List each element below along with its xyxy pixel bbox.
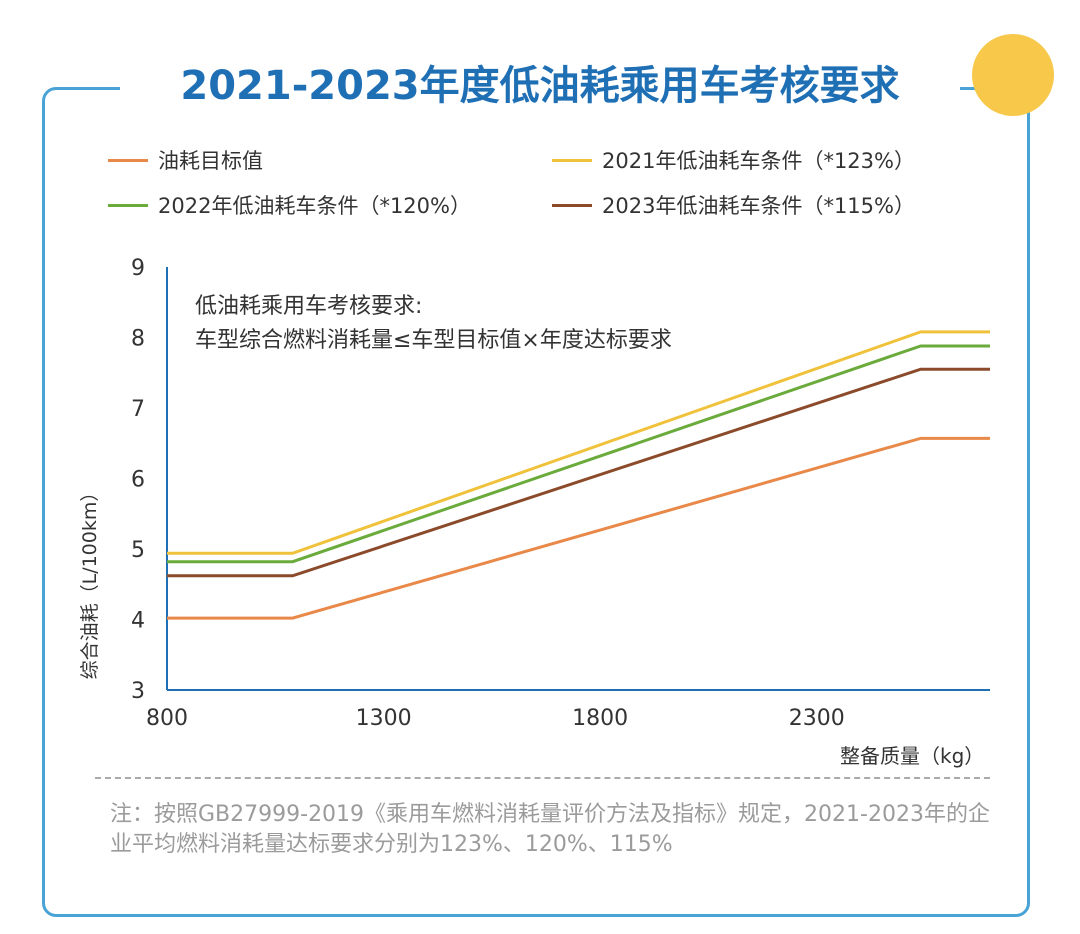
y-tick-label: 6 — [131, 468, 145, 493]
legend-swatch-target — [108, 158, 148, 162]
legend-item-2023: 2023年低油耗车条件（*115%） — [552, 190, 915, 220]
footnote: 注：按照GB27999-2019《乘用车燃料消耗量评价方法及指标》规定，2021… — [110, 802, 990, 857]
x-tick-label: 800 — [146, 706, 188, 731]
legend-swatch-2021 — [552, 158, 592, 162]
y-axis-label: 综合油耗（L/100km） — [79, 482, 101, 680]
legend-item-target: 油耗目标值 — [108, 145, 263, 175]
y-tick-label: 4 — [131, 609, 145, 634]
legend-label-2022: 2022年低油耗车条件（*120%） — [158, 194, 471, 218]
x-tick-label: 1800 — [572, 706, 628, 731]
x-tick-label: 1300 — [356, 706, 412, 731]
series-line-2 — [167, 344, 990, 564]
legend-label-2021: 2021年低油耗车条件（*123%） — [602, 149, 915, 173]
y-tick-label: 7 — [131, 397, 145, 422]
x-tick-label: 2300 — [789, 706, 845, 731]
legend-item-2021: 2021年低油耗车条件（*123%） — [552, 145, 915, 175]
series-line-3 — [167, 367, 990, 578]
annotation-line-1: 低油耗乘用车考核要求: — [195, 294, 422, 319]
legend-swatch-2023 — [552, 203, 592, 207]
annotation-line-2: 车型综合燃料消耗量≤车型目标值×年度达标要求 — [195, 328, 672, 353]
series-line-0 — [167, 436, 990, 620]
y-tick-label: 5 — [131, 538, 145, 563]
legend-swatch-2022 — [108, 203, 148, 207]
decorative-circle — [972, 34, 1054, 116]
legend-item-2022: 2022年低油耗车条件（*120%） — [108, 190, 471, 220]
series-line-1 — [167, 330, 990, 555]
divider — [95, 777, 990, 779]
y-tick-label: 8 — [131, 327, 145, 352]
chart-title: 2021-2023年度低油耗乘用车考核要求 — [120, 56, 960, 116]
x-axis-label: 整备质量（kg） — [840, 744, 985, 768]
legend-label-target: 油耗目标值 — [158, 149, 263, 173]
legend-label-2023: 2023年低油耗车条件（*115%） — [602, 194, 915, 218]
y-tick-label: 9 — [131, 256, 145, 281]
y-tick-label: 3 — [131, 679, 145, 704]
